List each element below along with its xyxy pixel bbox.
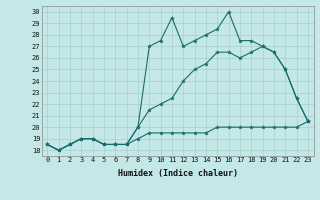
X-axis label: Humidex (Indice chaleur): Humidex (Indice chaleur) [118, 169, 237, 178]
